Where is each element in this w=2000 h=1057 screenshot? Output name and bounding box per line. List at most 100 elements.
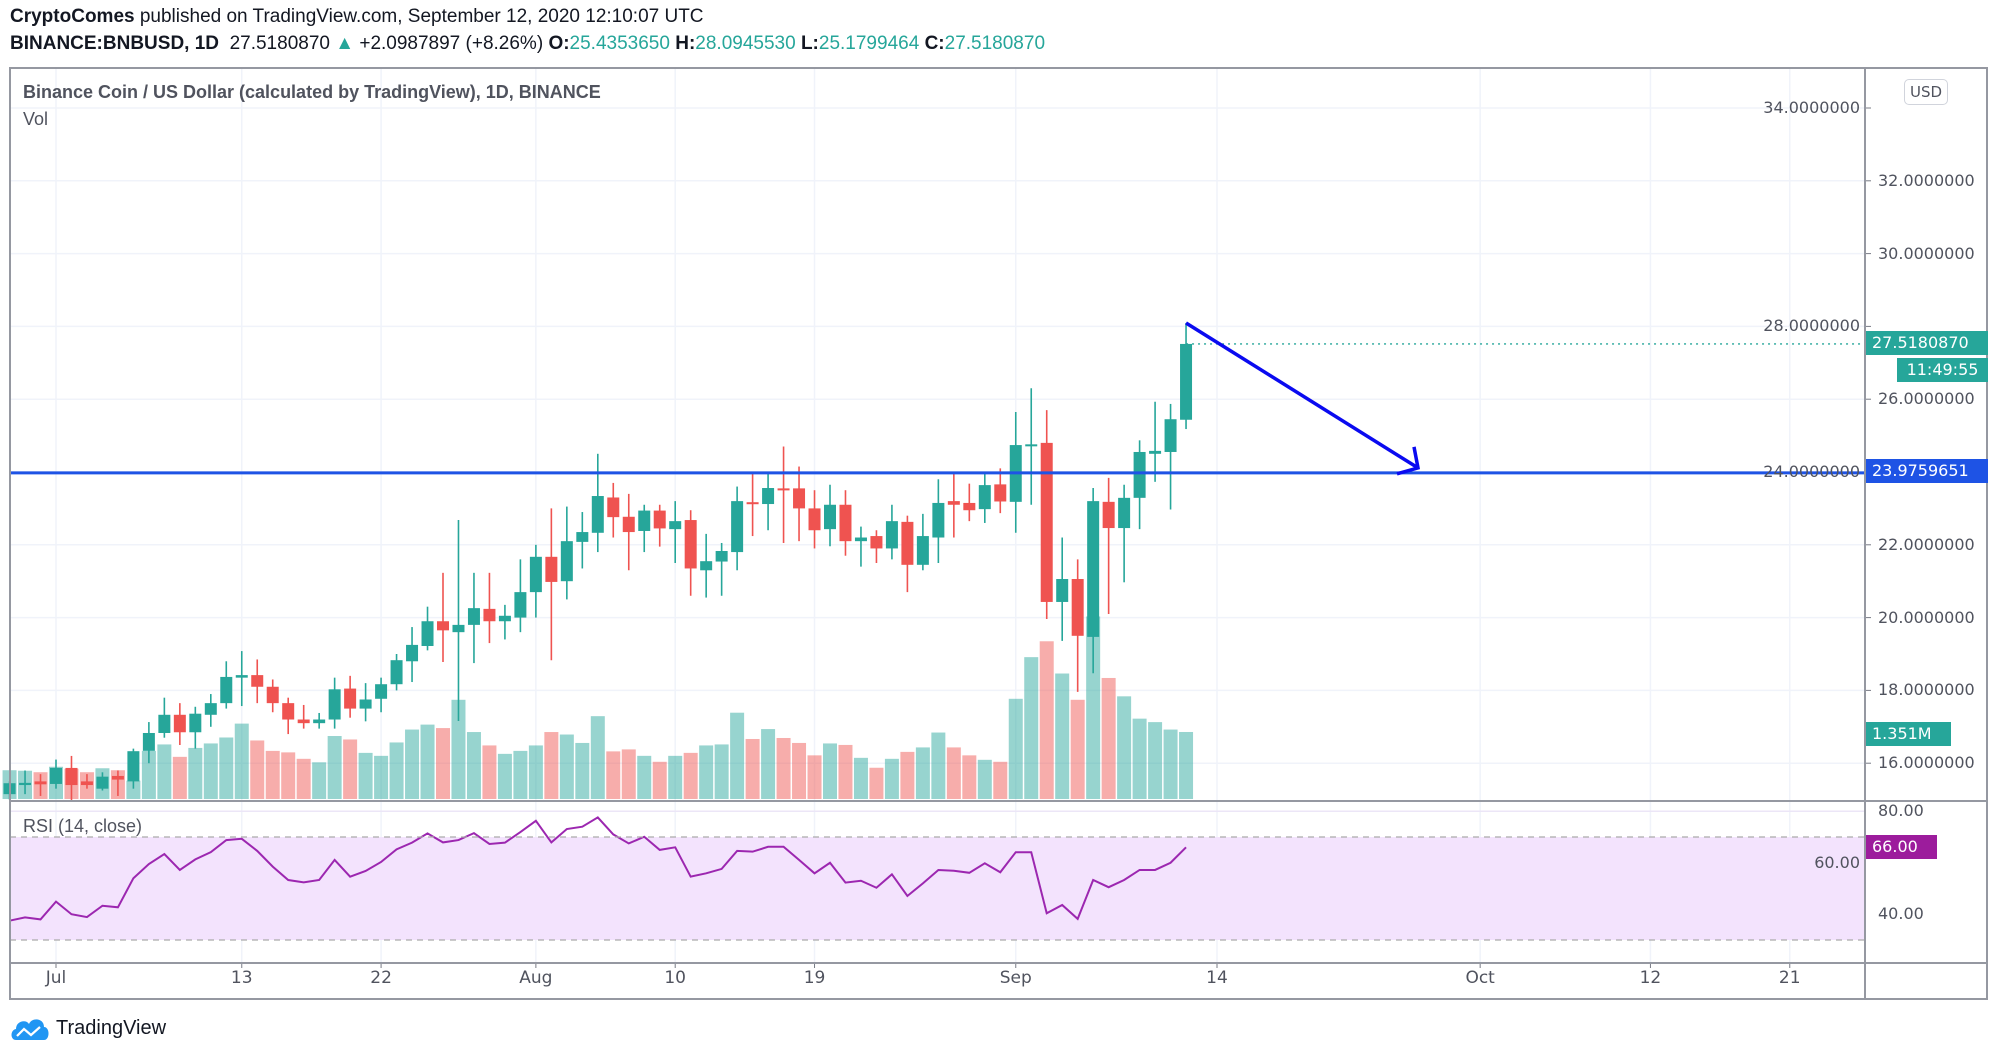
- volume-bar: [234, 723, 249, 799]
- volume-bar: [126, 780, 141, 799]
- candle-body: [545, 556, 558, 582]
- volume-bar: [1101, 677, 1116, 799]
- volume-bar: [745, 738, 760, 799]
- high-value: 28.0945530: [695, 33, 796, 54]
- cloud-chart-icon: [11, 1019, 49, 1040]
- author-name[interactable]: CryptoComes: [10, 6, 135, 27]
- time-tick-label: Aug: [519, 968, 553, 988]
- candle-body: [669, 521, 682, 530]
- candle-body: [901, 521, 914, 565]
- time-tick-label: 14: [1206, 968, 1228, 988]
- volume-tag: 1.351M: [1866, 722, 1951, 746]
- candle-body: [483, 608, 496, 622]
- volume-bar: [1132, 718, 1147, 799]
- candle-body: [560, 541, 573, 582]
- candle-body: [158, 714, 171, 733]
- chart-border: [9, 67, 1988, 1000]
- candle-body: [1102, 501, 1115, 529]
- high-label: H:: [675, 33, 696, 54]
- candle-body: [65, 767, 78, 786]
- low-label: L:: [800, 33, 819, 54]
- volume-bar: [993, 761, 1008, 799]
- volume-bar: [884, 758, 899, 799]
- volume-bar: [714, 744, 729, 799]
- volume-bar: [389, 742, 404, 799]
- candle-body: [793, 488, 806, 509]
- candle-body: [297, 719, 310, 724]
- volume-bar: [281, 752, 296, 799]
- volume-bar: [1024, 657, 1039, 799]
- volume-bar: [637, 755, 652, 799]
- currency-badge[interactable]: USD: [1904, 79, 1948, 105]
- volume-bar: [931, 732, 946, 799]
- volume-bar: [250, 740, 265, 799]
- low-value: 25.1799464: [818, 33, 920, 54]
- candle-body: [885, 521, 898, 549]
- candle-body: [1040, 442, 1053, 602]
- volume-bar: [730, 712, 745, 799]
- time-tick-label: Sep: [999, 968, 1032, 988]
- time-tick-label: 21: [1778, 968, 1801, 988]
- candle-body: [251, 675, 264, 687]
- chart-legend-title: Binance Coin / US Dollar (calculated by …: [23, 82, 601, 102]
- volume-bar: [1163, 729, 1178, 799]
- volume-bar: [683, 752, 698, 799]
- candle-body: [80, 781, 93, 786]
- candle-body: [111, 775, 124, 780]
- candle-body: [824, 504, 836, 530]
- volume-bar: [776, 737, 791, 799]
- volume-bar: [606, 751, 621, 799]
- close-value: 27.5180870: [944, 33, 1046, 54]
- candle-body: [1164, 419, 1177, 452]
- price-tick-label: 20.0000000: [1878, 607, 1975, 627]
- volume-bar: [265, 750, 280, 799]
- candle-body: [96, 776, 109, 789]
- tradingview-logo[interactable]: TradingView: [10, 1015, 166, 1041]
- volume-bar: [900, 751, 915, 799]
- candle-body: [1118, 497, 1131, 529]
- volume-bar: [590, 716, 605, 799]
- publish-info: CryptoComes published on TradingView.com…: [10, 6, 704, 28]
- candle-body: [344, 688, 357, 709]
- volume-bar: [296, 758, 311, 799]
- price-tick-label: 30.0000000: [1878, 243, 1975, 263]
- volume-bar: [172, 756, 187, 799]
- candle-body: [359, 699, 372, 709]
- candle-body: [947, 501, 960, 505]
- open-label: O:: [548, 33, 570, 54]
- chart-frame: [9, 67, 1988, 1000]
- volume-bar: [1086, 616, 1101, 799]
- volume-bar: [141, 750, 156, 799]
- volume-bars: [2, 616, 1194, 799]
- candle-body: [34, 781, 47, 785]
- volume-bar: [451, 699, 466, 799]
- candle-body: [142, 732, 155, 751]
- volume-bar: [1008, 698, 1023, 799]
- volume-bar: [792, 742, 807, 799]
- price-tick-label: 32.0000000: [1878, 170, 1975, 190]
- candle-body: [638, 510, 651, 531]
- volume-bar: [823, 743, 837, 799]
- volume-bar: [621, 749, 636, 799]
- rsi-tick-label: 80.00: [1878, 801, 1924, 821]
- volume-bar: [699, 745, 714, 799]
- rsi-band: [10, 837, 1865, 940]
- candle-body: [467, 608, 480, 625]
- volume-bar: [436, 728, 450, 799]
- volume-bar: [962, 755, 977, 799]
- volume-bar: [203, 743, 218, 799]
- candle-body: [839, 504, 852, 542]
- volume-bar: [219, 737, 234, 799]
- volume-bar: [466, 732, 481, 799]
- brand-name: TradingView: [56, 1016, 167, 1039]
- candle-body: [437, 621, 449, 631]
- arrow-head: [1396, 446, 1421, 476]
- trend-arrow[interactable]: [1185, 321, 1421, 476]
- volume-bar: [358, 752, 373, 799]
- volume-bar: [374, 755, 389, 799]
- volume-legend: Vol: [23, 109, 49, 129]
- candle-body: [994, 484, 1007, 502]
- price-tick-label: 34.0000000: [1763, 98, 1860, 117]
- candle-body: [529, 556, 542, 593]
